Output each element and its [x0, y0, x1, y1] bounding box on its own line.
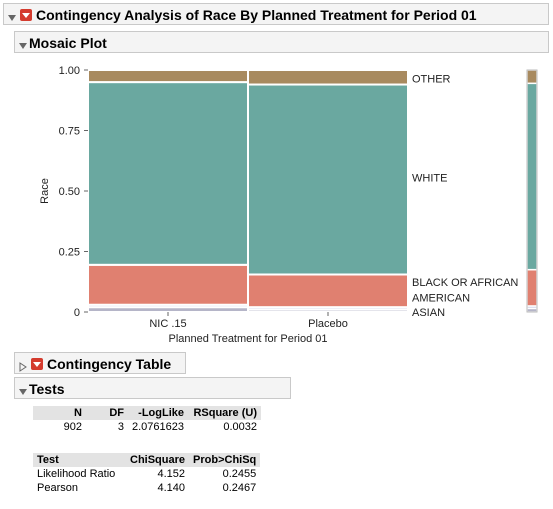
x-tick-label: Placebo [308, 318, 348, 330]
table-header: ChiSquare [126, 453, 190, 467]
mosaic-cell [247, 83, 409, 276]
mosaic-outline-header: Mosaic Plot [14, 31, 549, 53]
table-cell: 3 [117, 421, 124, 433]
y-tick-label: 0.75 [59, 126, 80, 138]
tests-outline-header: Tests [14, 377, 291, 399]
table-header: Prob>ChiSq [189, 453, 261, 467]
legend-label: OTHER [412, 73, 451, 85]
marginal-cell [526, 268, 538, 307]
contingency-outline-header: Contingency Table [14, 352, 186, 374]
mosaic-cell [247, 273, 409, 309]
marginal-cell [526, 69, 538, 85]
table-cell: 0.2467 [222, 482, 257, 494]
expand-triangle-icon[interactable] [18, 359, 28, 372]
y-tick-label: 0.50 [59, 186, 80, 198]
table-row: 902 3 2.0761623 0.0032 [33, 420, 261, 434]
marginal-cell [526, 82, 538, 271]
marginal-frame [526, 69, 538, 313]
table-cell: Pearson [37, 482, 78, 494]
main-title: Contingency Analysis of Race By Planned … [36, 7, 477, 23]
mosaic-title: Mosaic Plot [29, 35, 107, 51]
x-axis-label: Planned Treatment for Period 01 [169, 333, 328, 345]
legend-label: BLACK OR AFRICAN [412, 277, 518, 289]
table-header: DF [86, 406, 128, 420]
contingency-title: Contingency Table [47, 356, 172, 372]
x-tick-label: NIC .15 [149, 318, 186, 330]
y-axis-label: Race [39, 178, 51, 204]
table-row: Pearson 4.140 0.2467 [33, 481, 260, 495]
table-header: -LogLike [128, 406, 188, 420]
main-outline-header: Contingency Analysis of Race By Planned … [3, 3, 549, 25]
tests-summary-table: N DF -LogLike RSquare (U) 902 3 2.076162… [33, 406, 261, 434]
table-cell: Likelihood Ratio [37, 468, 116, 480]
legend-label: AMERICAN [412, 292, 470, 304]
red-triangle-menu-icon[interactable] [31, 358, 43, 370]
collapse-triangle-icon[interactable] [7, 10, 17, 21]
red-triangle-menu-icon[interactable] [20, 9, 32, 21]
tests-title: Tests [29, 381, 65, 397]
chisquare-table: Test ChiSquare Prob>ChiSq Likelihood Rat… [33, 453, 261, 495]
table-header: N [33, 406, 86, 420]
y-tick-label: 1.00 [59, 65, 80, 77]
table-cell: 2.0761623 [132, 421, 184, 433]
table-header: RSquare (U) [188, 406, 261, 420]
mosaic-cell [87, 81, 249, 266]
table-cell: 4.140 [157, 482, 186, 494]
legend-label: ASIAN [412, 307, 445, 319]
legend-label: WHITE [412, 173, 447, 185]
collapse-triangle-icon[interactable] [18, 384, 28, 395]
table-cell: 902 [63, 421, 82, 433]
table-row: Likelihood Ratio 4.152 0.2455 [33, 467, 260, 481]
collapse-triangle-icon[interactable] [18, 38, 28, 49]
table-cell: 4.152 [157, 468, 186, 480]
mosaic-plot: NIC .15 Placebo 1.00 0.75 0.50 0.25 0 Race Plann… [39, 65, 538, 345]
table-cell: 0.2455 [222, 468, 257, 480]
table-header: Test [33, 453, 126, 467]
y-tick-label: 0.25 [59, 247, 80, 259]
y-tick-label: 0 [74, 307, 80, 319]
mosaic-cell [87, 263, 249, 306]
mosaic-cell [87, 69, 249, 84]
table-cell: 0.0032 [223, 421, 257, 433]
mosaic-cell [247, 69, 409, 86]
